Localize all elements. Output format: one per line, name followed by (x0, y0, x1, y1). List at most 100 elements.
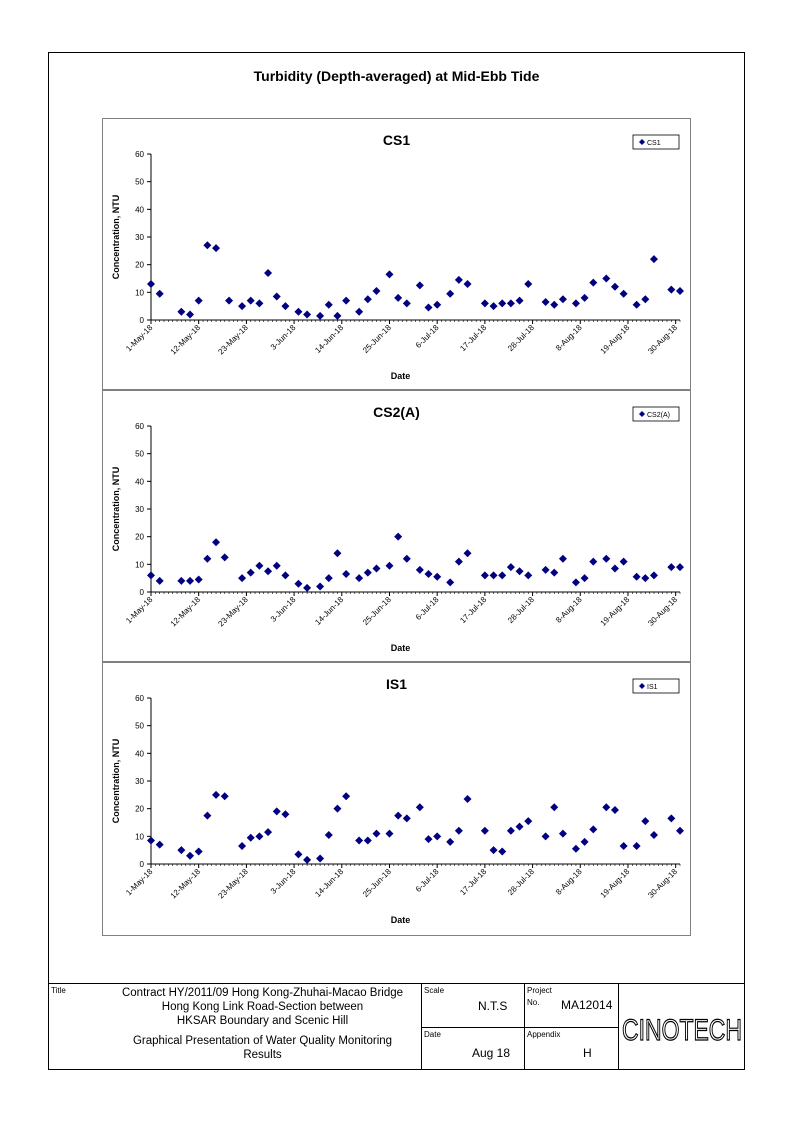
data-point (602, 554, 611, 563)
data-point (186, 310, 195, 319)
y-tick-label: 60 (135, 694, 144, 703)
data-point (524, 571, 533, 580)
y-tick-label: 40 (135, 749, 144, 758)
y-axis-label: Concentration, NTU (111, 739, 121, 824)
data-point (402, 814, 411, 823)
data-point (498, 299, 507, 308)
data-point (619, 557, 628, 566)
chart-title: IS1 (386, 676, 407, 692)
chart-title: CS1 (383, 132, 410, 148)
data-point (602, 274, 611, 283)
data-point (324, 830, 333, 839)
y-tick-label: 60 (135, 150, 144, 159)
data-point (324, 574, 333, 583)
data-point (571, 578, 580, 587)
data-point (155, 840, 164, 849)
legend-marker (639, 139, 645, 145)
date-label: Date (424, 1030, 441, 1039)
date-value: Aug 18 (472, 1046, 511, 1060)
data-point (649, 571, 658, 580)
drawing-subtitle: Graphical Presentation of Water Quality … (110, 1034, 415, 1062)
data-point (255, 561, 264, 570)
data-point (402, 554, 411, 563)
data-point (342, 792, 351, 801)
title-block-divider-3 (618, 983, 619, 1070)
title-block-top-border (48, 983, 745, 984)
data-point (619, 289, 628, 298)
data-point (541, 298, 550, 307)
data-point (632, 842, 641, 851)
data-point (424, 303, 433, 312)
data-point (294, 307, 303, 316)
data-point (541, 565, 550, 574)
data-point (433, 572, 442, 581)
data-point (246, 833, 255, 842)
y-tick-label: 0 (140, 860, 145, 869)
data-point (385, 829, 394, 838)
data-point (498, 571, 507, 580)
data-point (147, 571, 155, 580)
data-point (355, 836, 364, 845)
x-axis-label: Date (391, 643, 411, 653)
data-point (212, 538, 221, 547)
page-frame (48, 52, 745, 1070)
data-point (281, 810, 290, 819)
data-point (489, 846, 498, 855)
data-point (463, 794, 472, 803)
data-point (333, 549, 342, 558)
data-point (212, 244, 221, 253)
data-point (571, 299, 580, 308)
data-point (463, 549, 472, 558)
data-point (294, 579, 303, 588)
data-point (272, 807, 281, 816)
data-point (610, 564, 619, 573)
data-point (372, 564, 381, 573)
data-point (177, 846, 186, 855)
data-point (550, 300, 559, 309)
data-point (264, 268, 273, 277)
y-tick-label: 10 (135, 288, 144, 297)
data-point (415, 565, 424, 574)
legend-box (632, 134, 680, 150)
data-point (676, 286, 684, 295)
data-point (238, 302, 247, 311)
data-point (186, 576, 195, 585)
data-point (394, 532, 403, 541)
data-point (619, 842, 628, 851)
data-point (363, 568, 372, 577)
data-point (220, 553, 229, 562)
data-point (515, 296, 524, 305)
data-point (506, 563, 515, 572)
data-point (589, 557, 598, 566)
data-point (446, 289, 455, 298)
company-logo-text: CINOTECH (622, 1014, 742, 1047)
data-point (489, 571, 498, 580)
data-point (225, 296, 234, 305)
data-point (580, 837, 589, 846)
data-point (385, 270, 394, 279)
legend: IS1 (632, 678, 680, 694)
data-point (155, 576, 164, 585)
title-label: Title (51, 986, 66, 995)
data-point (272, 561, 281, 570)
data-point (558, 554, 567, 563)
data-point (641, 295, 650, 304)
legend: CS1 (632, 134, 680, 150)
data-point (632, 300, 641, 309)
project-label: Project (527, 986, 552, 995)
data-point (558, 295, 567, 304)
contract-title-line-2: Hong Kong Link Road-Section between (161, 1001, 364, 1013)
drawing-subtitle-line-1: Graphical Presentation of Water Quality … (132, 1035, 393, 1047)
chart-title: CS2(A) (373, 404, 420, 420)
data-point (385, 561, 394, 570)
data-point (667, 814, 676, 823)
data-point (238, 574, 247, 583)
legend-box (632, 678, 680, 694)
y-tick-label: 30 (135, 233, 144, 242)
data-point (294, 850, 303, 859)
data-point (489, 302, 498, 311)
data-point (480, 826, 489, 835)
data-point (433, 832, 442, 841)
